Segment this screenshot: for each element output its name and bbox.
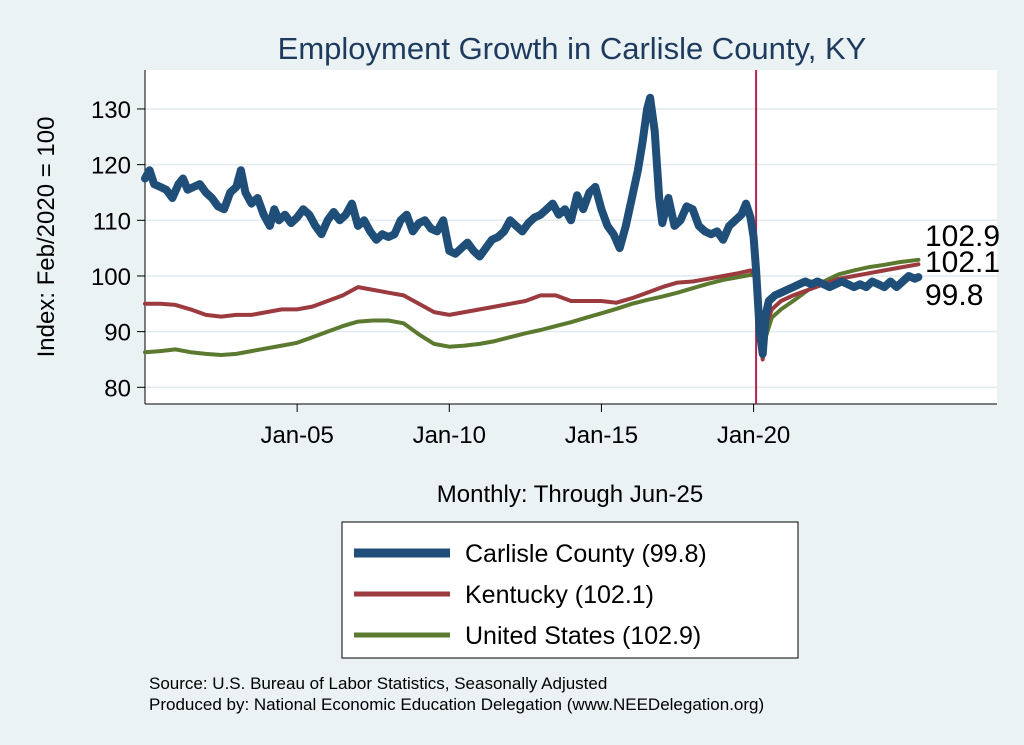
plot-area: 80 90 100 110 120 130 Jan-05 Jan-10 Jan-15 Jan-2… [91,70,1000,449]
end-label-1: 102.1 [925,246,1000,279]
y-axis-title: Index: Feb/2020 = 100 [33,117,60,358]
y-tick-label-110: 110 [93,208,131,235]
x-axis-ticks: Jan-05 Jan-10 Jan-15 Jan-20 [260,404,790,449]
y-axis-ticks: 80 90 100 110 120 130 [91,97,145,402]
series-line-kentucky [143,262,921,362]
chart-title: Employment Growth in Carlisle County, KY [278,31,867,66]
legend: Carlisle County (99.8) Kentucky (102.1) Un… [341,521,799,659]
y-tick-label-130: 130 [91,97,131,124]
end-label-0: 99.8 [925,279,983,312]
legend-label-2: United States (102.9) [465,622,701,650]
end-label-2: 102.9 [925,220,1000,253]
producer-text: Produced by: National Economic Education… [149,695,764,714]
legend-label-0: Carlisle County (99.8) [465,540,707,568]
y-tick-label-100: 100 [91,264,131,291]
x-axis-title: Monthly: Through Jun-25 [437,481,703,508]
source-text: Source: U.S. Bureau of Labor Statistics,… [149,674,607,693]
y-tick-label-120: 120 [91,153,131,180]
series-line-united-states [143,257,921,359]
x-tick-label-Jan-05: Jan-05 [260,422,333,449]
x-tick-label-Jan-20: Jan-20 [717,422,790,449]
series-lines [141,93,923,362]
y-tick-label-80: 80 [104,375,131,402]
y-tick-label-90: 90 [104,320,131,347]
x-tick-label-Jan-15: Jan-15 [565,422,638,449]
legend-label-1: Kentucky (102.1) [465,581,654,609]
x-tick-label-Jan-10: Jan-10 [413,422,486,449]
series-line-carlisle-county [141,93,923,358]
plot-background [145,70,997,404]
